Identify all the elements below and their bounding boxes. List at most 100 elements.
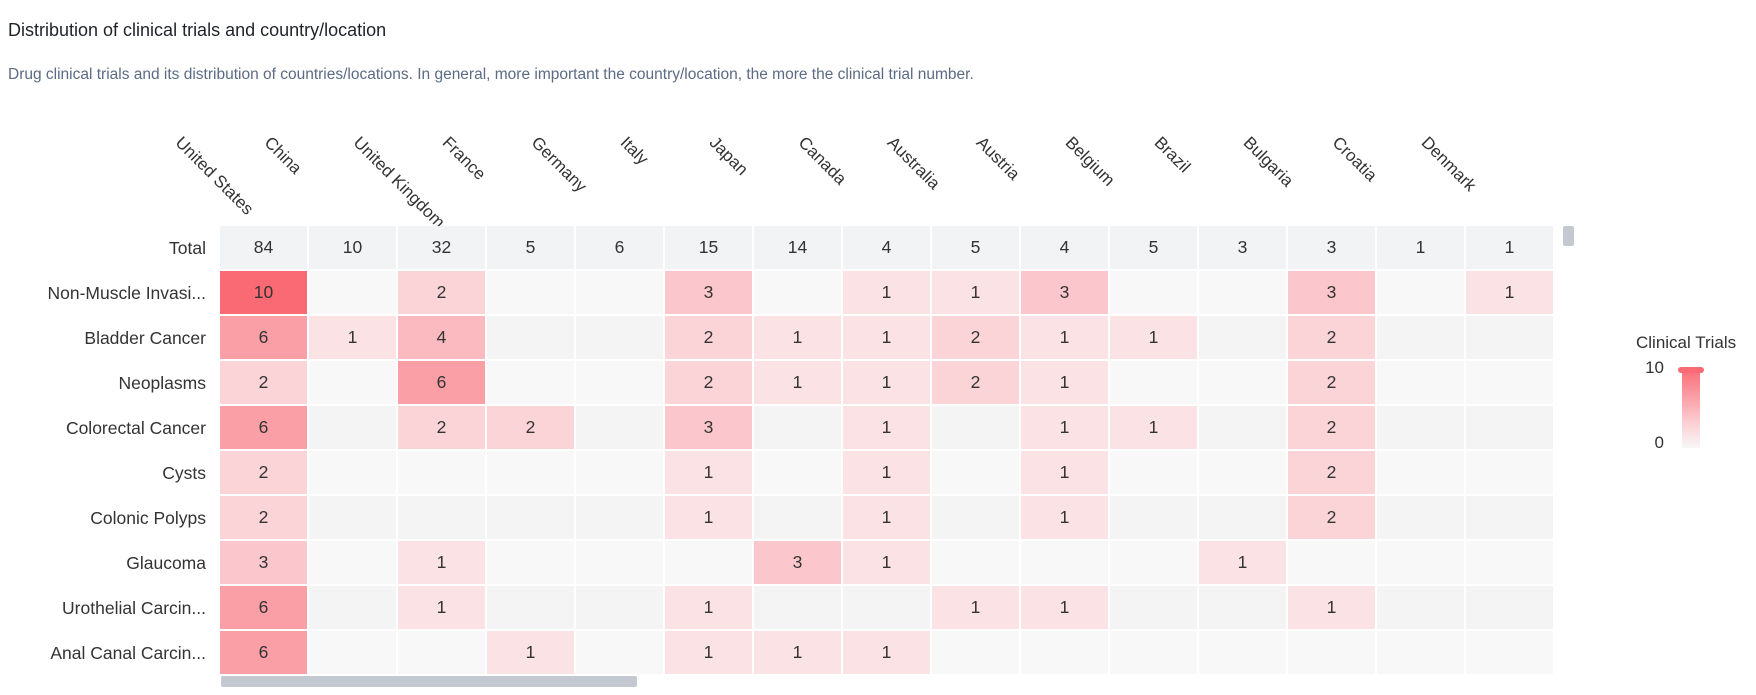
heatmap-cell[interactable]: 6: [220, 631, 307, 674]
heatmap-cell[interactable]: [932, 631, 1019, 674]
total-cell[interactable]: 3: [1288, 226, 1375, 269]
heatmap-cell[interactable]: [1199, 451, 1286, 494]
heatmap-cell[interactable]: [1110, 361, 1197, 404]
heatmap-cell[interactable]: 2: [665, 361, 752, 404]
heatmap-cell[interactable]: [1466, 406, 1553, 449]
heatmap-cell[interactable]: [576, 451, 663, 494]
heatmap-cell[interactable]: 6: [220, 586, 307, 629]
heatmap-cell[interactable]: [1377, 406, 1464, 449]
total-cell[interactable]: 1: [1377, 226, 1464, 269]
heatmap-cell[interactable]: [487, 271, 574, 314]
heatmap-cell[interactable]: [754, 271, 841, 314]
heatmap-cell[interactable]: [576, 316, 663, 359]
heatmap-cell[interactable]: [932, 541, 1019, 584]
heatmap-cell[interactable]: 1: [1466, 271, 1553, 314]
heatmap-cell[interactable]: [1199, 586, 1286, 629]
heatmap-cell[interactable]: [487, 541, 574, 584]
heatmap-cell[interactable]: [487, 361, 574, 404]
heatmap-cell[interactable]: [1199, 361, 1286, 404]
heatmap-cell[interactable]: [1288, 541, 1375, 584]
heatmap-cell[interactable]: [1377, 586, 1464, 629]
heatmap-cell[interactable]: [1377, 496, 1464, 539]
heatmap-cell[interactable]: [576, 406, 663, 449]
heatmap-cell[interactable]: [487, 496, 574, 539]
heatmap-cell[interactable]: 2: [220, 451, 307, 494]
heatmap-cell[interactable]: 1: [843, 496, 930, 539]
total-cell[interactable]: 4: [843, 226, 930, 269]
heatmap-cell[interactable]: [576, 541, 663, 584]
heatmap-cell[interactable]: 1: [1021, 316, 1108, 359]
heatmap-cell[interactable]: [487, 586, 574, 629]
total-cell[interactable]: 3: [1199, 226, 1286, 269]
heatmap-cell[interactable]: [1466, 316, 1553, 359]
heatmap-cell[interactable]: 1: [754, 361, 841, 404]
heatmap-cell[interactable]: [1466, 541, 1553, 584]
heatmap-cell[interactable]: 2: [1288, 316, 1375, 359]
heatmap-cell[interactable]: 1: [754, 316, 841, 359]
heatmap-cell[interactable]: 2: [1288, 451, 1375, 494]
heatmap-cell[interactable]: 6: [398, 361, 485, 404]
total-cell[interactable]: 1: [1466, 226, 1553, 269]
legend-max-handle[interactable]: [1678, 367, 1704, 373]
heatmap-cell[interactable]: 1: [665, 451, 752, 494]
total-cell[interactable]: 14: [754, 226, 841, 269]
heatmap-cell[interactable]: [576, 631, 663, 674]
heatmap-cell[interactable]: 2: [932, 316, 1019, 359]
heatmap-cell[interactable]: [309, 451, 396, 494]
heatmap-cell[interactable]: 2: [1288, 496, 1375, 539]
total-cell[interactable]: 5: [932, 226, 1019, 269]
heatmap-cell[interactable]: 2: [932, 361, 1019, 404]
heatmap-cell[interactable]: [309, 586, 396, 629]
heatmap-cell[interactable]: [487, 451, 574, 494]
heatmap-cell[interactable]: 1: [843, 451, 930, 494]
heatmap-cell[interactable]: 1: [1199, 541, 1286, 584]
heatmap-cell[interactable]: 2: [398, 271, 485, 314]
heatmap-cell[interactable]: 1: [1021, 496, 1108, 539]
heatmap-cell[interactable]: [398, 496, 485, 539]
heatmap-cell[interactable]: 2: [398, 406, 485, 449]
heatmap-cell[interactable]: 1: [1021, 406, 1108, 449]
heatmap-cell[interactable]: [1021, 631, 1108, 674]
heatmap-cell[interactable]: [1199, 406, 1286, 449]
total-cell[interactable]: 5: [487, 226, 574, 269]
heatmap-cell[interactable]: 1: [1110, 406, 1197, 449]
heatmap-cell[interactable]: 1: [487, 631, 574, 674]
heatmap-cell[interactable]: 1: [1021, 586, 1108, 629]
heatmap-cell[interactable]: [309, 271, 396, 314]
heatmap-cell[interactable]: [754, 406, 841, 449]
heatmap-cell[interactable]: 1: [932, 586, 1019, 629]
heatmap-cell[interactable]: 4: [398, 316, 485, 359]
heatmap-cell[interactable]: [1377, 451, 1464, 494]
heatmap-cell[interactable]: 2: [220, 496, 307, 539]
heatmap-cell[interactable]: [1199, 271, 1286, 314]
heatmap-cell[interactable]: [1021, 541, 1108, 584]
heatmap-cell[interactable]: [1110, 586, 1197, 629]
heatmap-cell[interactable]: 1: [843, 541, 930, 584]
heatmap-cell[interactable]: [1377, 316, 1464, 359]
heatmap-cell[interactable]: 3: [754, 541, 841, 584]
heatmap-cell[interactable]: [843, 586, 930, 629]
heatmap-cell[interactable]: 1: [398, 541, 485, 584]
heatmap-cell[interactable]: [487, 316, 574, 359]
heatmap-cell[interactable]: [309, 496, 396, 539]
heatmap-cell[interactable]: 1: [932, 271, 1019, 314]
heatmap-cell[interactable]: 2: [1288, 406, 1375, 449]
heatmap-cell[interactable]: [1199, 631, 1286, 674]
heatmap-cell[interactable]: 1: [309, 316, 396, 359]
heatmap-cell[interactable]: [754, 451, 841, 494]
heatmap-cell[interactable]: [754, 496, 841, 539]
heatmap-cell[interactable]: [309, 631, 396, 674]
heatmap-cell[interactable]: [1377, 541, 1464, 584]
heatmap-cell[interactable]: 3: [220, 541, 307, 584]
heatmap-cell[interactable]: [1377, 361, 1464, 404]
total-cell[interactable]: 32: [398, 226, 485, 269]
heatmap-cell[interactable]: 3: [1288, 271, 1375, 314]
heatmap-cell[interactable]: 2: [1288, 361, 1375, 404]
heatmap-cell[interactable]: [1110, 271, 1197, 314]
heatmap-cell[interactable]: 1: [843, 271, 930, 314]
heatmap-cell[interactable]: 1: [843, 631, 930, 674]
total-cell[interactable]: 5: [1110, 226, 1197, 269]
vertical-scrollbar[interactable]: [1563, 226, 1574, 246]
total-cell[interactable]: 4: [1021, 226, 1108, 269]
heatmap-cell[interactable]: 1: [1110, 316, 1197, 359]
